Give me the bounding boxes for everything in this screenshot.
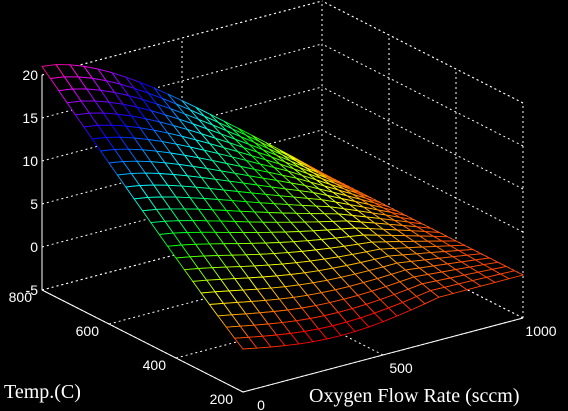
label-layer: -5 0 5 10 15 20 200 400 600 800 0 500 1000 xyxy=(9,67,557,411)
y-tick-label: 800 xyxy=(9,289,33,305)
y-axis-label: Temp.(C) xyxy=(4,381,81,403)
z-grid-right xyxy=(321,86,524,190)
z-tick-label: 5 xyxy=(30,196,38,212)
top-edge-back xyxy=(41,0,323,76)
mesh-cell xyxy=(499,270,525,280)
z-grid-right xyxy=(321,43,524,147)
y-tick-label: 400 xyxy=(143,357,167,373)
x-tick-label: 0 xyxy=(257,397,265,411)
z-tick-label: -5 xyxy=(26,282,39,298)
y-tick-label: 200 xyxy=(210,391,234,407)
z-tick-label: 10 xyxy=(22,153,38,169)
z-grid-back xyxy=(41,43,323,119)
y-tick-label: 600 xyxy=(76,323,100,339)
top-edge-right xyxy=(321,0,524,104)
x-tick-label: 500 xyxy=(389,360,413,376)
z-tick-label: 20 xyxy=(22,67,38,83)
z-tick-label: 0 xyxy=(30,239,38,255)
z-grid-back xyxy=(41,129,323,205)
x-axis-line xyxy=(242,317,524,393)
z-grid-back xyxy=(41,86,323,162)
y-axis-line xyxy=(41,289,244,393)
x-axis-label: Oxygen Flow Rate (sccm) xyxy=(309,385,520,407)
x-tick-label: 1000 xyxy=(525,323,556,339)
z-tick-label: 15 xyxy=(22,110,38,126)
mesh-layer xyxy=(41,64,525,350)
